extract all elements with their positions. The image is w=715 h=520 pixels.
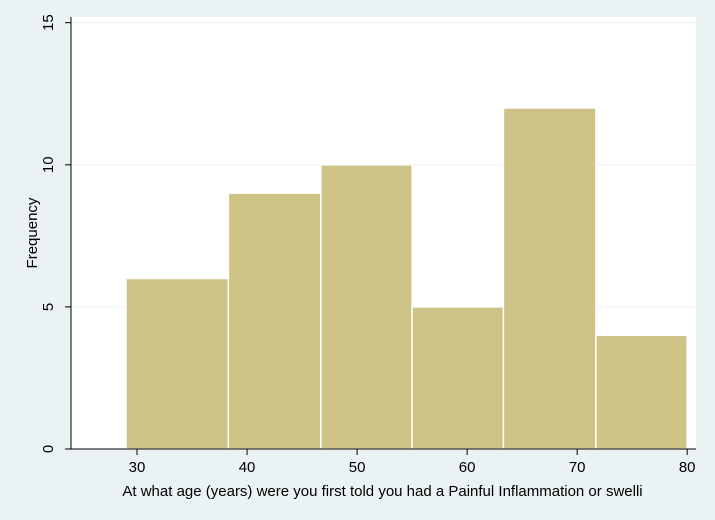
x-tick-label: 60 — [459, 459, 476, 476]
x-tick-label: 50 — [349, 459, 366, 476]
y-axis-ticks: 0 5 10 15 — [40, 14, 71, 453]
histogram-bar — [227, 192, 322, 450]
y-tick-label: 0 — [40, 445, 57, 453]
histogram-bar — [595, 334, 688, 450]
x-axis-ticks: 30 40 50 60 70 80 — [129, 449, 696, 476]
y-tick-label: 15 — [40, 14, 57, 31]
histogram-bar — [125, 277, 230, 450]
histogram-bar — [411, 306, 505, 450]
x-tick-label: 40 — [239, 459, 256, 476]
y-tick-label: 5 — [40, 303, 57, 311]
x-tick-label: 70 — [569, 459, 586, 476]
histogram-bar — [502, 107, 597, 450]
y-axis-title: Frequency — [24, 197, 41, 268]
x-tick-label: 30 — [129, 459, 146, 476]
histogram-bar — [320, 164, 413, 450]
x-axis-title: At what age (years) were you first told … — [122, 483, 642, 500]
histogram-bars — [125, 107, 688, 450]
y-tick-label: 10 — [40, 156, 57, 173]
x-tick-label: 80 — [679, 459, 696, 476]
